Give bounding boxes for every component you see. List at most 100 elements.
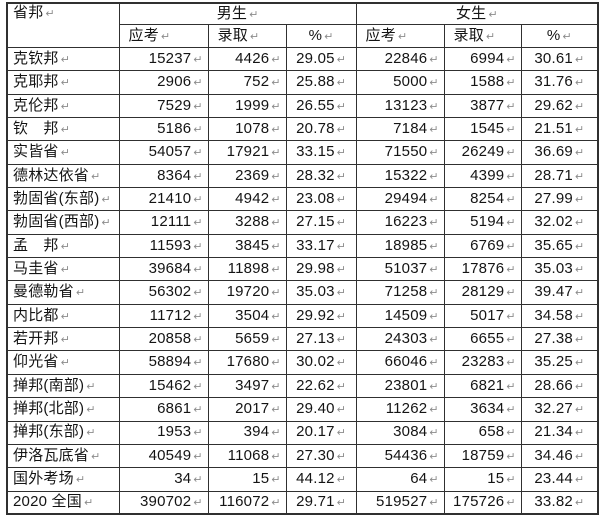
male-percent-value: 30.02 [296,353,335,371]
paragraph-mark-icon: ↵ [336,286,346,300]
cell-male-passed: 1999 ↵ [207,93,287,119]
cell-female-percent: 32.02 ↵ [520,210,599,235]
male-sat-value: 15462 [148,376,192,394]
cell-province: 国外考场 ↵ [6,467,120,492]
cell-female-sat: 64 ↵ [355,467,445,492]
female-passed-value: 6769 [470,236,505,254]
province-label: 勃固省(西部) [13,213,100,231]
male-sat-value: 20858 [148,330,192,348]
paragraph-mark-icon: ↵ [429,122,439,136]
paragraph-mark-icon: ↵ [506,76,516,90]
male-sat-value: 34 [174,470,192,488]
female-percent-value: 32.02 [534,213,573,231]
paragraph-mark-icon: ↵ [429,449,439,463]
paragraph-mark-icon: ↵ [574,286,585,300]
cell-female-sat: 22846 ↵ [355,46,445,72]
female-percent-value: 34.58 [534,306,573,324]
paragraph-mark-icon: ↵ [91,449,101,463]
female-percent-value: 34.46 [534,446,573,464]
paragraph-mark-icon: ↵ [429,216,439,230]
female-passed-value: 4399 [470,166,505,184]
table-row: 勃固省(东部) ↵ 21410 ↵ 4942 ↵ 23.08 ↵ 29494 ↵ 8254… [6,187,599,212]
cell-male-percent: 29.05 ↵ [285,46,357,72]
cell-female-percent: 28.66 ↵ [520,373,599,399]
paragraph-mark-icon: ↵ [193,263,203,277]
header-row-groups: 省邦 ↵ 男生 ↵ 女生 ↵ [6,2,599,48]
male-percent-value: 28.32 [296,166,335,184]
cell-male-percent: 22.62 ↵ [285,373,357,399]
cell-province: 掸邦(东部) ↵ [6,420,120,445]
paragraph-mark-icon: ↵ [193,473,203,487]
cell-female-percent: 39.47 ↵ [520,280,599,305]
female-sat-value: 11262 [385,400,428,418]
paragraph-mark-icon: ↵ [574,379,585,393]
female-sat-value: 15322 [384,166,428,184]
female-percent-value: 21.34 [534,423,573,441]
paragraph-mark-icon: ↵ [60,356,70,370]
cell-female-passed: 8254 ↵ [443,187,522,212]
cell-female-sat: 66046 ↵ [355,350,445,375]
male-sat-value: 54057 [148,143,192,161]
male-percent-value: 25.88 [296,73,335,91]
table-row: 掸邦(东部) ↵ 1953 ↵ 394 ↵ 20.17 ↵ 3084 ↵ 658 ↵ 21.… [6,420,599,445]
paragraph-mark-icon: ↵ [574,169,585,183]
paragraph-mark-icon: ↵ [193,333,203,347]
paragraph-mark-icon: ↵ [193,379,203,393]
cell-male-passed: 3504 ↵ [207,303,287,329]
female-passed-value: 1545 [470,119,505,137]
cell-female-passed: 5194 ↵ [443,210,522,235]
province-label: 曼德勒省 [13,283,74,301]
female-sat-value: 16223 [384,213,428,231]
female-passed-value: 28129 [461,283,505,301]
male-passed-value: 1078 [235,119,270,137]
cell-female-sat: 24303 ↵ [355,327,445,352]
table-row: 克伦邦 ↵ 7529 ↵ 1999 ↵ 26.55 ↵ 13123 ↵ 3877 ↵ 29.… [6,93,599,119]
cell-female-sat: 14509 ↵ [355,303,445,329]
header-cell-female-sat: 应考 ↵ [355,24,445,48]
paragraph-mark-icon: ↵ [429,169,439,183]
province-label: 克耶邦 [13,73,59,91]
cell-male-percent: 44.12 ↵ [285,467,357,492]
paragraph-mark-icon: ↵ [336,333,346,347]
male-passed-value: 394 [243,423,270,441]
male-percent-value: 35.03 [296,283,335,301]
female-passed-value: 3877 [470,96,505,114]
cell-male-percent: 29.92 ↵ [285,303,357,329]
paragraph-mark-icon: ↵ [506,449,516,463]
cell-female-passed: 1545 ↵ [443,117,522,142]
paragraph-mark-icon: ↵ [506,496,516,510]
paragraph-mark-icon: ↵ [429,146,439,160]
female-sat-value: 29494 [384,189,428,207]
male-passed-value: 11068 [227,446,270,464]
cell-male-passed: 5659 ↵ [207,327,287,352]
paragraph-mark-icon: ↵ [506,239,516,253]
paragraph-mark-icon: ↵ [193,239,203,253]
female-percent-value: 36.69 [534,143,573,161]
paragraph-mark-icon: ↵ [574,473,585,487]
cell-province: 孟 邦 ↵ [6,233,120,259]
paragraph-mark-icon: ↵ [193,426,203,440]
paragraph-mark-icon: ↵ [574,309,585,323]
paragraph-mark-icon: ↵ [336,403,346,417]
paragraph-mark-icon: ↵ [271,449,281,463]
cell-female-passed: 6655 ↵ [443,327,522,352]
table-row: 钦 邦 ↵ 5186 ↵ 1078 ↵ 20.78 ↵ 7184 ↵ 1545 ↵ 21.5… [6,117,599,142]
cell-male-sat: 7529 ↵ [118,93,209,119]
paragraph-mark-icon: ↵ [83,496,94,510]
cell-male-percent: 20.78 ↵ [285,117,357,142]
table-row: 克钦邦 ↵ 15237 ↵ 4426 ↵ 29.05 ↵ 22846 ↵ 6994 ↵ 30… [6,46,599,72]
cell-female-passed: 28129 ↵ [443,280,522,305]
cell-male-sat: 20858 ↵ [118,327,209,352]
paragraph-mark-icon: ↵ [336,52,346,66]
cell-male-percent: 27.13 ↵ [285,327,357,352]
female-passed-value: 17876 [461,260,505,278]
cell-male-sat: 390702 ↵ [118,490,209,515]
paragraph-mark-icon: ↵ [60,99,70,113]
paragraph-mark-icon: ↵ [271,286,281,300]
male-percent-value: 27.30 [296,446,335,464]
paragraph-mark-icon: ↵ [60,122,70,136]
cell-female-sat: 15322 ↵ [355,163,445,189]
paragraph-mark-icon: ↵ [488,7,498,21]
male-passed-value: 15 [252,470,270,488]
